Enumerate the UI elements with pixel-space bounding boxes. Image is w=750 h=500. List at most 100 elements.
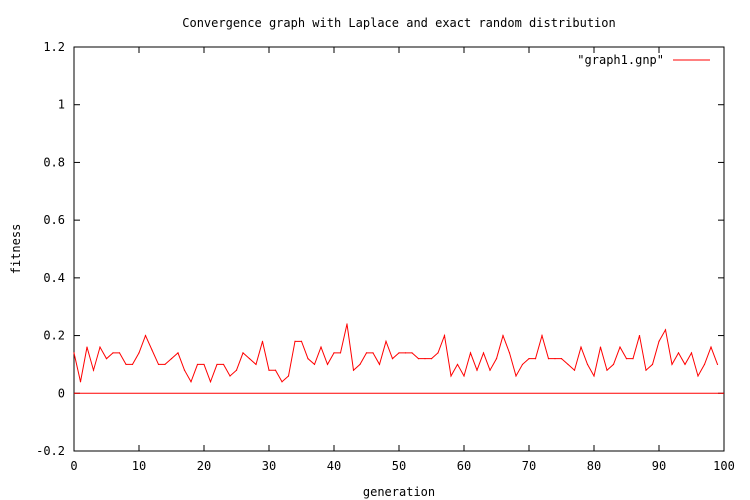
data-point [105,358,108,360]
data-point [443,334,446,337]
data-point [651,363,654,366]
data-point [593,375,595,377]
data-point [92,369,95,371]
data-point [619,346,621,348]
data-point [248,358,251,360]
data-point [274,369,277,371]
data-point [703,363,706,366]
data-point [157,363,160,366]
data-point [346,323,348,325]
data-point [398,352,400,354]
x-tick-label: 70 [522,459,536,473]
data-point [612,363,615,366]
data-point [170,358,173,360]
y-tick-label: 1 [58,98,65,112]
series-layer [73,323,719,384]
data-point [710,346,712,348]
data-point [183,369,186,371]
data-point [196,363,199,366]
data-point [294,340,296,342]
data-point [697,375,699,377]
data-point [437,352,439,354]
x-tick-label: 100 [713,459,735,473]
x-tick-label: 20 [197,459,211,473]
data-point [164,363,166,366]
data-point [482,352,485,354]
x-axis-label: generation [363,485,435,499]
data-point [606,369,608,371]
y-tick-label: 0 [58,386,65,400]
legend-label: "graph1.gnp" [577,53,664,67]
y-tick-label: 0.8 [43,155,65,169]
data-point [235,369,238,371]
data-point [131,363,134,366]
data-point [261,340,264,342]
data-point [125,363,127,366]
data-point [190,381,192,383]
data-point [203,363,205,366]
data-point [118,352,121,354]
x-tick-label: 60 [457,459,471,473]
data-point [417,358,420,360]
x-tick-label: 30 [262,459,276,473]
y-axis-label: fitness [9,224,23,275]
data-point [138,352,140,354]
data-point [333,352,335,354]
data-point [476,369,478,371]
data-point [521,363,524,366]
data-point [411,352,413,354]
data-point [573,369,576,371]
data-point [456,363,459,366]
data-point [560,358,563,360]
y-tick-label: 0.6 [43,213,65,227]
data-point [463,375,465,377]
data-point [430,358,433,360]
data-point [391,358,394,360]
x-tick-label: 90 [652,459,666,473]
data-point [580,346,582,348]
x-tick-label: 40 [327,459,341,473]
data-point [177,352,179,354]
y-tick-label: 0.2 [43,329,65,343]
data-point [372,352,374,354]
data-point [281,381,283,383]
data-point [515,375,517,377]
data-point [385,340,387,342]
legend: "graph1.gnp" [577,53,710,67]
data-point [144,334,147,337]
series-line [73,323,718,384]
data-point [320,346,322,348]
data-point [638,334,641,337]
data-point [495,358,498,360]
data-point [541,334,543,337]
data-point [671,363,673,366]
data-point [222,363,225,366]
data-point [599,346,602,348]
data-point [489,369,491,371]
y-axis-ticks: -0.2 0 0.2 0.4 0.6 0.8 1 1.2 [36,40,724,458]
data-point [554,358,556,360]
data-point [268,369,270,371]
chart-title: Convergence graph with Laplace and exact… [182,16,615,30]
data-point [625,358,628,360]
data-point [326,363,329,366]
data-point [79,381,82,383]
y-tick-label: 1.2 [43,40,65,54]
data-point [424,358,426,360]
data-point [313,363,316,366]
data-point [664,329,667,331]
data-point [255,363,257,366]
data-point [359,363,361,366]
data-point [632,358,634,360]
data-point [339,352,342,354]
x-tick-label: 80 [587,459,601,473]
data-point [352,369,355,371]
data-point [378,363,381,366]
data-point [73,352,75,354]
data-point [216,363,218,366]
data-point [684,363,686,366]
data-point [209,381,212,383]
data-point [690,352,693,354]
x-tick-label: 0 [70,459,77,473]
